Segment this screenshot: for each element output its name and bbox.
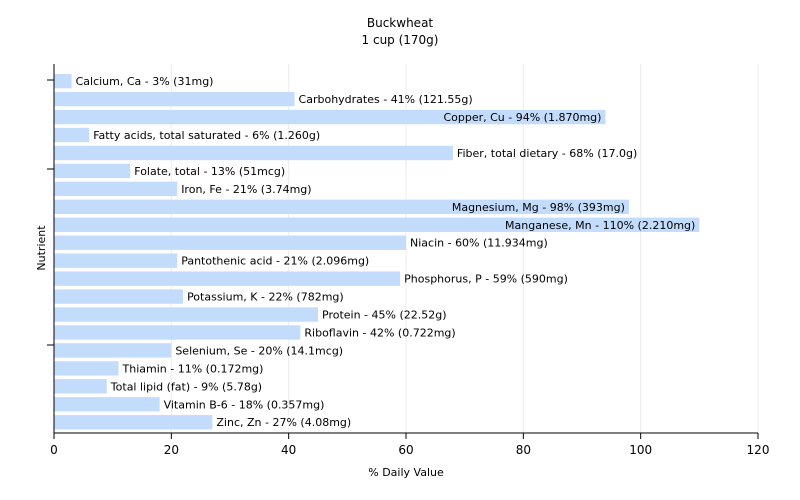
bar bbox=[54, 199, 629, 215]
bar-label: Niacin - 60% (11.934mg) bbox=[410, 237, 548, 250]
y-axis-label: Nutrient bbox=[35, 225, 48, 271]
bar bbox=[54, 127, 90, 143]
bars: Calcium, Ca - 3% (31mg) Carbohydrates - 4… bbox=[54, 74, 700, 430]
bar bbox=[54, 74, 72, 89]
bar-label: Total lipid (fat) - 9% (5.78g) bbox=[110, 380, 262, 393]
bar-label: Iron, Fe - 21% (3.74mg) bbox=[181, 183, 311, 196]
bar bbox=[54, 163, 131, 179]
bar-label: Fiber, total dietary - 68% (17.0g) bbox=[457, 147, 637, 160]
x-tick-label: 0 bbox=[50, 443, 58, 457]
bar bbox=[54, 361, 119, 376]
bar-label: Pantothenic acid - 21% (2.096mg) bbox=[181, 255, 369, 268]
bar-label: Magnesium, Mg - 98% (393mg) bbox=[452, 201, 625, 214]
bar bbox=[54, 343, 172, 358]
bar-label: Calcium, Ca - 3% (31mg) bbox=[76, 75, 214, 88]
x-tick-label: 60 bbox=[398, 443, 413, 457]
bar-label: Fatty acids, total saturated - 6% (1.260… bbox=[93, 129, 320, 142]
bar-label: Manganese, Mn - 110% (2.210mg) bbox=[505, 219, 695, 232]
x-tick-label: 80 bbox=[516, 443, 531, 457]
bar-label: Carbohydrates - 41% (121.55g) bbox=[299, 93, 473, 106]
x-axis-label: % Daily Value bbox=[368, 466, 444, 479]
x-tick-label: 100 bbox=[629, 443, 652, 457]
bar bbox=[54, 325, 301, 340]
bar bbox=[54, 379, 107, 394]
bar bbox=[54, 217, 700, 232]
bar-label: Riboflavin - 42% (0.722mg) bbox=[304, 326, 455, 339]
bar-label: Folate, total - 13% (51mcg) bbox=[134, 165, 285, 178]
bar bbox=[54, 109, 606, 125]
bar bbox=[54, 415, 213, 430]
bar-label: Phosphorus, P - 59% (590mg) bbox=[404, 273, 568, 286]
bar-label: Vitamin B-6 - 18% (0.357mg) bbox=[164, 398, 325, 411]
bar-label: Potassium, K - 22% (782mg) bbox=[187, 291, 344, 304]
axes: 0 20 40 60 80 100 120 bbox=[47, 64, 769, 457]
bar-label: Protein - 45% (22.52g) bbox=[322, 309, 447, 322]
x-tick-label: 20 bbox=[164, 443, 179, 457]
bar bbox=[54, 307, 318, 322]
bar bbox=[54, 253, 178, 268]
chart-title: Buckwheat bbox=[367, 16, 434, 30]
bar bbox=[54, 271, 401, 286]
bar bbox=[54, 181, 178, 197]
x-tick-label: 120 bbox=[747, 443, 770, 457]
bar bbox=[54, 289, 184, 304]
bar-label: Copper, Cu - 94% (1.870mg) bbox=[443, 111, 601, 124]
x-tick-label: 40 bbox=[281, 443, 296, 457]
bar-label: Selenium, Se - 20% (14.1mcg) bbox=[175, 344, 343, 357]
bar bbox=[54, 397, 160, 412]
bar-label: Thiamin - 11% (0.172mg) bbox=[122, 362, 264, 375]
chart-subtitle: 1 cup (170g) bbox=[362, 33, 439, 47]
bar bbox=[54, 235, 406, 250]
bar bbox=[54, 91, 295, 107]
bar-label: Zinc, Zn - 27% (4.08mg) bbox=[216, 416, 351, 429]
bar bbox=[54, 145, 453, 161]
